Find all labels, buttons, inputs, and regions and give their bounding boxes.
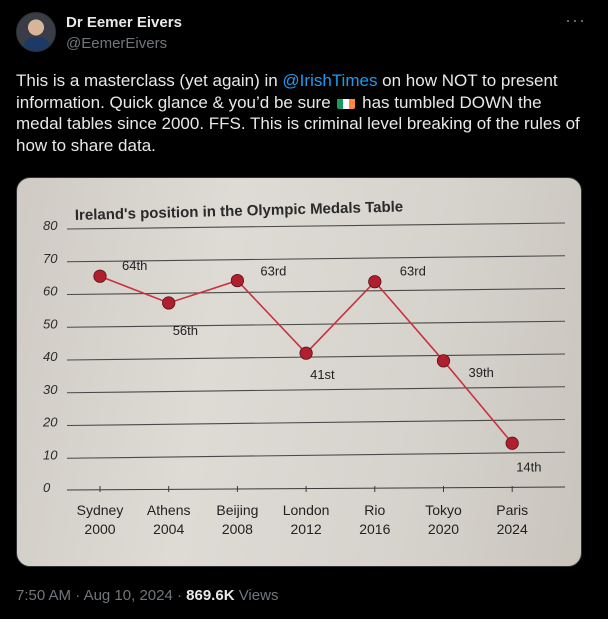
x-tick-label-city: Rio: [364, 502, 385, 518]
x-axis-line: [66, 486, 566, 491]
mention-link[interactable]: @IrishTimes: [282, 71, 378, 90]
tweet-meta: 7:50 AM · Aug 10, 2024 · 869.6K Views: [16, 587, 278, 604]
x-tick-label-year: 2024: [497, 521, 528, 537]
avatar[interactable]: [16, 12, 56, 52]
y-tick-label: 10: [43, 447, 58, 462]
y-tick-label: 40: [43, 349, 58, 364]
x-tick-label-city: London: [283, 502, 330, 518]
chart-photo[interactable]: 0 10 20 30 40 50 60 70 80 Sydney 2000 Athens 2004 Be…: [16, 177, 582, 567]
data-label: 14th: [516, 459, 541, 474]
tweet-text-part-2: on how NOT to present information. Quick…: [16, 71, 558, 112]
gridline: [66, 386, 566, 394]
meta-separator: ·: [75, 587, 84, 604]
x-tick-label-city: Beijing: [216, 502, 258, 518]
gridline: [66, 255, 566, 263]
data-point: [436, 354, 451, 368]
gridline: [66, 451, 566, 459]
y-tick-label: 60: [43, 284, 58, 299]
x-tick-label-year: 2000: [84, 521, 115, 537]
meta-separator: ·: [176, 587, 187, 604]
x-tick-label-city: Athens: [147, 502, 191, 518]
data-label: 56th: [173, 323, 198, 338]
medal-chart: 0 10 20 30 40 50 60 70 80 Sydney 2000 Athens 2004 Be…: [42, 198, 566, 537]
more-dots-icon[interactable]: ···: [565, 10, 586, 30]
views-label: Views: [238, 587, 279, 604]
x-tick-label-city: Sydney: [77, 502, 124, 518]
data-point: [230, 273, 244, 288]
data-label: 64th: [122, 258, 147, 273]
y-tick-label: 70: [43, 251, 58, 266]
author-name[interactable]: Dr Eemer Eivers: [66, 14, 182, 31]
x-tick-label-year: 2016: [359, 521, 390, 537]
data-label: 63rd: [260, 264, 286, 279]
y-tick-label: 20: [42, 415, 58, 430]
x-tick-label-year: 2008: [222, 521, 253, 537]
chart-title: Ireland's position in the Olympic Medals…: [75, 198, 404, 224]
tweet-time[interactable]: 7:50 AM: [16, 587, 72, 604]
x-tick-label-year: 2020: [428, 521, 459, 537]
data-point: [299, 346, 313, 360]
tweet-text-part-3: has tumbled DOWN the medal tables since …: [16, 92, 580, 155]
data-label: 41st: [310, 367, 335, 382]
data-point: [368, 275, 382, 289]
tweet-text-part-1: This is a masterclass (yet again) in: [16, 71, 283, 90]
gridline: [66, 353, 566, 361]
data-point: [505, 436, 519, 450]
y-tick-label: 30: [43, 382, 58, 397]
x-tick-label-city: Tokyo: [425, 502, 462, 518]
x-tick-label-city: Paris: [496, 502, 528, 518]
data-label: 63rd: [400, 264, 426, 279]
x-tick-label-year: 2012: [291, 521, 322, 537]
gridline: [66, 418, 566, 427]
views-count: 869.6K: [186, 587, 235, 604]
tweet-date[interactable]: Aug 10, 2024: [83, 587, 173, 604]
gridline: [66, 287, 566, 296]
y-tick-label: 0: [43, 480, 51, 495]
y-tick-label: 50: [43, 316, 58, 331]
author-handle[interactable]: @EemerEivers: [66, 35, 168, 52]
gridline: [66, 222, 566, 230]
tweet-text: This is a masterclass (yet again) in @Ir…: [16, 70, 592, 156]
data-point: [93, 269, 107, 283]
gridline: [66, 320, 566, 328]
data-point: [162, 296, 176, 310]
ireland-flag-icon: [337, 96, 356, 109]
x-tick-label-year: 2004: [153, 521, 184, 537]
data-label: 39th: [469, 365, 494, 380]
y-tick-label: 80: [43, 218, 58, 233]
